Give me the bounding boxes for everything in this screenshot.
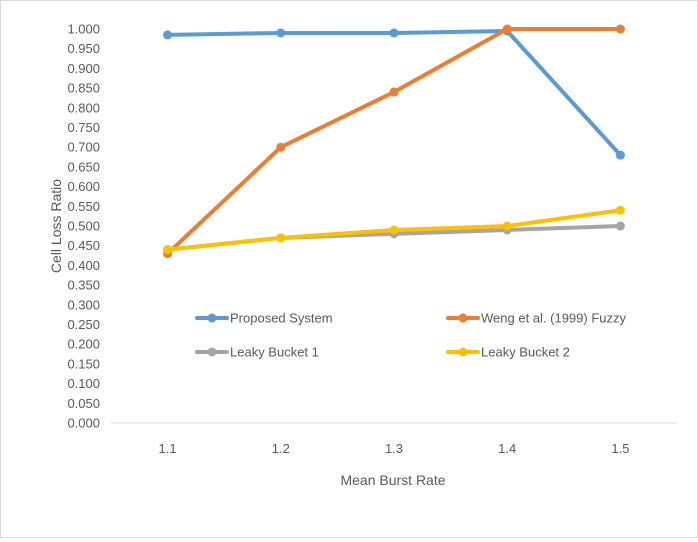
y-tick-label: 0.400 bbox=[67, 258, 100, 273]
data-point-proposed-system bbox=[389, 28, 399, 38]
data-point-leaky-bucket-2 bbox=[502, 221, 512, 231]
x-axis-title: Mean Burst Rate bbox=[340, 472, 445, 488]
data-point-weng-et-al-1999-fuzzy bbox=[615, 24, 625, 34]
data-point-leaky-bucket-2 bbox=[615, 205, 625, 215]
y-tick-label: 0.100 bbox=[67, 376, 100, 391]
data-point-weng-et-al-1999-fuzzy bbox=[502, 24, 512, 34]
data-point-leaky-bucket-2 bbox=[389, 225, 399, 235]
data-point-proposed-system bbox=[163, 30, 173, 40]
y-tick-label: 0.650 bbox=[67, 159, 100, 174]
y-tick-label: 0.450 bbox=[67, 238, 100, 253]
y-tick-label: 0.750 bbox=[67, 120, 100, 135]
data-point-proposed-system bbox=[276, 28, 286, 38]
legend-label: Weng et al. (1999) Fuzzy bbox=[481, 311, 626, 326]
y-tick-label: 0.900 bbox=[67, 61, 100, 76]
x-tick-label: 1.5 bbox=[611, 441, 629, 456]
x-tick-labels: 1.1 1.2 1.3 1.4 1.5 bbox=[159, 441, 630, 456]
y-tick-labels: 0.000 0.050 0.100 0.150 0.200 0.250 0.300 0.350… bbox=[67, 22, 100, 431]
x-tick-label: 1.3 bbox=[385, 441, 403, 456]
data-point-weng-et-al-1999-fuzzy bbox=[276, 142, 286, 152]
legend-label: Proposed System bbox=[230, 311, 333, 326]
x-tick-label: 1.2 bbox=[272, 441, 290, 456]
y-tick-label: 0.700 bbox=[67, 140, 100, 155]
legend-swatch-marker bbox=[458, 313, 468, 323]
x-tick-label: 1.1 bbox=[159, 441, 177, 456]
y-tick-label: 0.150 bbox=[67, 356, 100, 371]
y-tick-label: 0.200 bbox=[67, 337, 100, 352]
legend-swatch-marker bbox=[207, 313, 217, 323]
y-tick-label: 0.050 bbox=[67, 396, 100, 411]
series-weng-et-al-1999-fuzzy bbox=[163, 24, 625, 259]
series-leaky-bucket-2 bbox=[163, 205, 625, 255]
legend-swatch-marker bbox=[207, 347, 217, 357]
data-point-leaky-bucket-1 bbox=[615, 221, 625, 231]
data-point-leaky-bucket-2 bbox=[276, 233, 286, 243]
y-tick-label: 0.550 bbox=[67, 199, 100, 214]
series-group bbox=[163, 24, 625, 259]
legend-item-leaky-bucket-2: Leaky Bucket 2 bbox=[446, 345, 570, 360]
y-tick-label: 0.850 bbox=[67, 81, 100, 96]
y-tick-label: 0.350 bbox=[67, 278, 100, 293]
y-tick-label: 0.300 bbox=[67, 297, 100, 312]
data-point-weng-et-al-1999-fuzzy bbox=[389, 87, 399, 97]
y-tick-label: 0.000 bbox=[67, 416, 100, 431]
y-tick-label: 0.500 bbox=[67, 219, 100, 234]
legend-item-proposed-system: Proposed System bbox=[195, 311, 333, 326]
legend-item-weng-et-al-1999-fuzzy: Weng et al. (1999) Fuzzy bbox=[446, 311, 626, 326]
legend-item-leaky-bucket-1: Leaky Bucket 1 bbox=[195, 345, 319, 360]
y-tick-label: 1.000 bbox=[67, 22, 100, 37]
data-point-proposed-system bbox=[615, 150, 625, 160]
legend: Proposed System Weng et al. (1999) Fuzzy L… bbox=[195, 311, 626, 360]
y-tick-label: 0.250 bbox=[67, 317, 100, 332]
y-axis-title: Cell Loss Ratio bbox=[48, 179, 64, 273]
series-proposed-system bbox=[163, 26, 625, 160]
y-tick-label: 0.600 bbox=[67, 179, 100, 194]
legend-label: Leaky Bucket 2 bbox=[481, 345, 570, 360]
y-tick-label: 0.800 bbox=[67, 100, 100, 115]
legend-label: Leaky Bucket 1 bbox=[230, 345, 319, 360]
data-point-leaky-bucket-2 bbox=[163, 245, 173, 255]
y-tick-label: 0.950 bbox=[67, 41, 100, 56]
x-tick-label: 1.4 bbox=[498, 441, 516, 456]
legend-swatch-marker bbox=[458, 347, 468, 357]
